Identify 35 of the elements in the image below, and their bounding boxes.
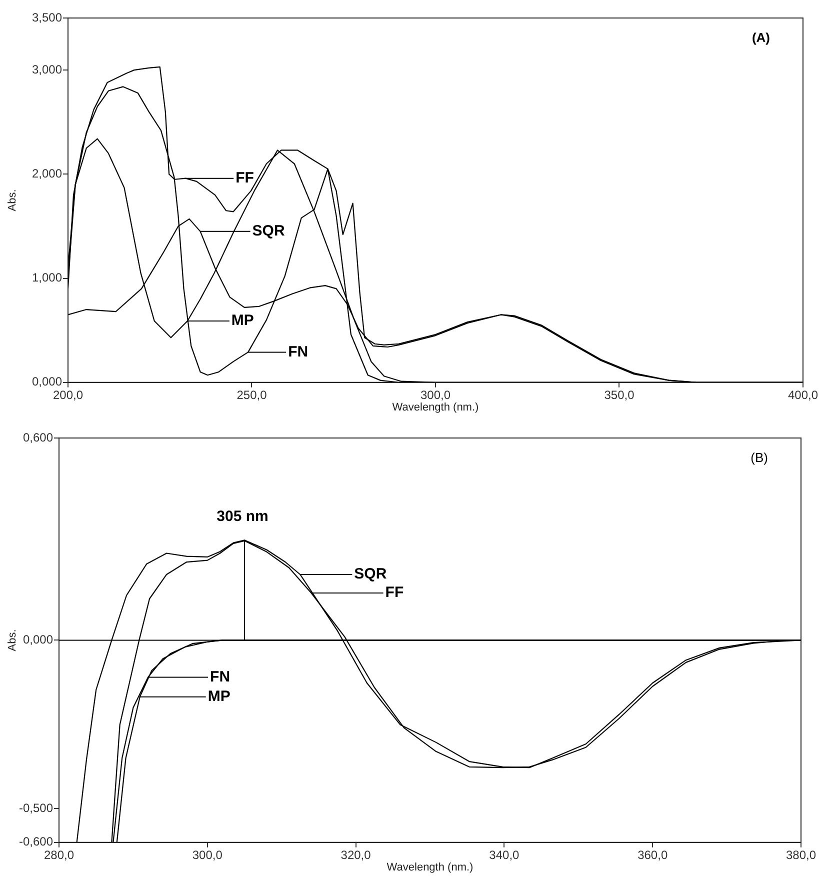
x-tick-label: 300,0: [192, 848, 223, 862]
annotation: (B): [750, 450, 768, 465]
legend-label: FF: [236, 169, 254, 186]
x-axis-title: Wavelength (nm.): [392, 401, 479, 414]
x-tick-label: 320,0: [340, 848, 372, 862]
y-axis-title: Abs.: [6, 189, 19, 212]
legend-label: FN: [210, 668, 230, 686]
x-tick-label: 400,0: [788, 388, 818, 402]
y-tick-label: 1,000: [32, 270, 62, 285]
y-tick-label: 0,000: [32, 374, 62, 389]
legend-label: MP: [231, 312, 254, 330]
y-tick-label: 0,600: [22, 430, 54, 444]
x-tick-label: 280,0: [44, 848, 74, 862]
y-tick-label: 3,000: [32, 62, 62, 76]
legend-label: FN: [288, 343, 308, 360]
x-tick-label: 340,0: [489, 848, 520, 862]
x-axis-title: Wavelength (nm.): [386, 861, 474, 874]
x-tick-label: 350,0: [604, 388, 635, 402]
y-tick-label: 0,000: [22, 632, 54, 647]
x-tick-label: 300,0: [420, 388, 451, 402]
annotation: 305 nm: [216, 508, 268, 526]
y-axis-title: Abs.: [6, 629, 19, 652]
x-tick-label: 200,0: [52, 388, 84, 402]
y-tick-label: 2,000: [32, 166, 62, 180]
legend-label: SQR: [354, 566, 387, 583]
x-tick-label: 250,0: [236, 388, 268, 402]
x-tick-label: 360,0: [638, 848, 668, 862]
y-tick-label: -0,500: [18, 801, 54, 816]
x-tick-label: 380,0: [786, 848, 816, 862]
annotation: (A): [752, 30, 770, 45]
y-tick-label: 3,500: [32, 10, 62, 24]
legend-label: MP: [208, 688, 230, 705]
legend-label: SQR: [252, 222, 285, 240]
legend-label: FF: [385, 584, 404, 602]
y-tick-label: -0,600: [18, 834, 54, 849]
